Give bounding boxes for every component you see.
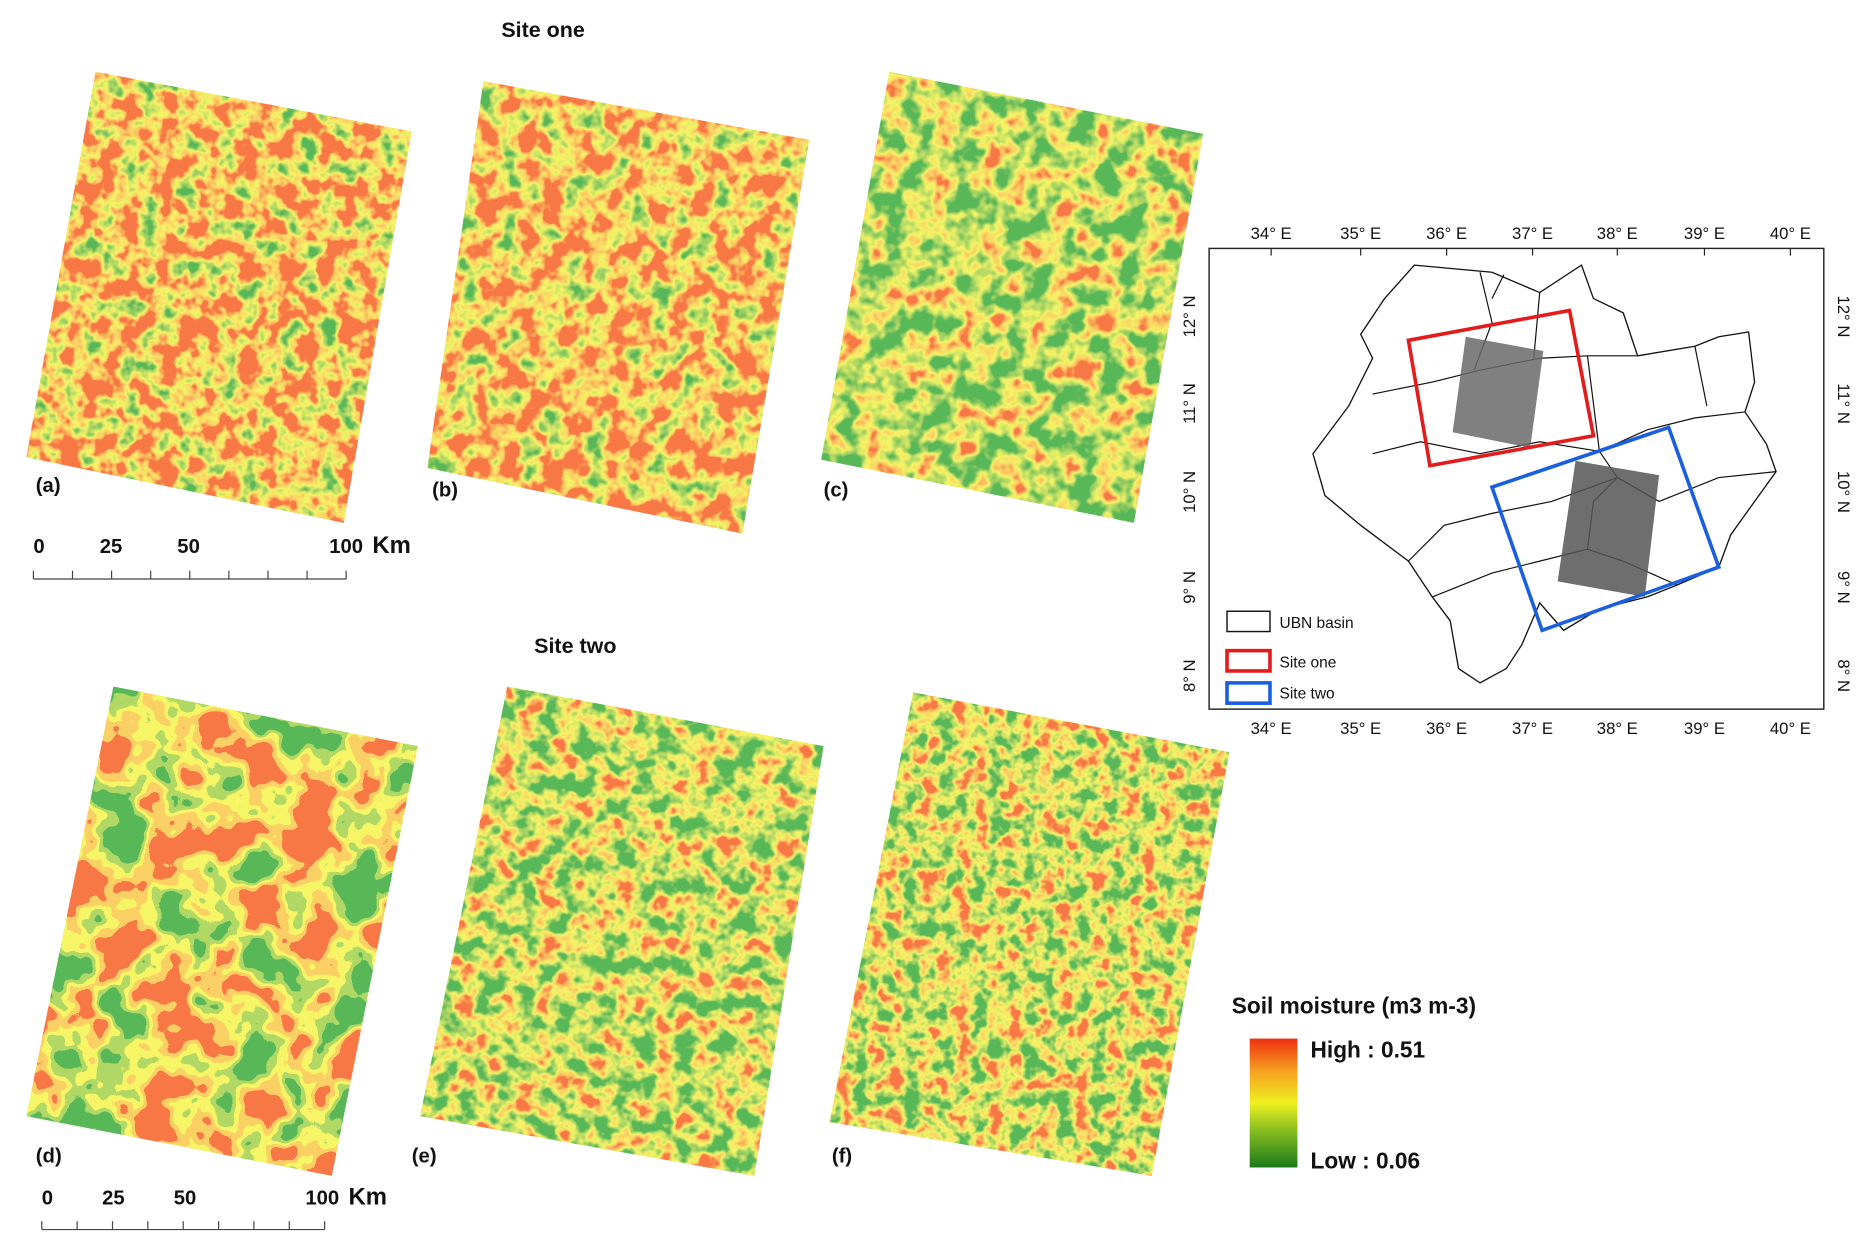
scale-label: 0 — [42, 1187, 53, 1209]
legend-swatch — [1225, 648, 1272, 673]
latitude-label: 12° N — [1834, 295, 1853, 337]
longitude-label: 39° E — [1684, 719, 1725, 738]
longitude-label: 37° E — [1512, 224, 1553, 243]
latitude-label: 12° N — [1180, 295, 1199, 337]
legend-low: Low : 0.06 — [1311, 1148, 1421, 1174]
legend-high: High : 0.51 — [1311, 1037, 1426, 1063]
latitude-label: 11° N — [1834, 383, 1853, 424]
soil-moisture-raster — [26, 686, 418, 1176]
longitude-label: 36° E — [1426, 224, 1467, 243]
site-title: Site one — [501, 18, 585, 42]
color-ramp — [1249, 1038, 1298, 1168]
longitude-label: 40° E — [1770, 224, 1811, 243]
longitude-label: 40° E — [1770, 719, 1811, 738]
scale-label: 100 — [329, 536, 363, 558]
scale-bars: 0 25 50 100 Km 0 25 50 100 Km — [32, 532, 411, 1231]
soil-moisture-raster — [26, 71, 412, 523]
panel-label: (a) — [36, 475, 61, 497]
panel-label: (b) — [432, 480, 458, 502]
graticule-labels: 34° E 34° E 35° E 35° E 36° E 36° E 37° E 37° E… — [1180, 224, 1853, 738]
scale-unit: Km — [372, 532, 410, 559]
longitude-label: 38° E — [1597, 224, 1638, 243]
site-one-box — [1406, 308, 1596, 468]
scale-label: 25 — [102, 1187, 125, 1209]
longitude-label: 38° E — [1597, 719, 1638, 738]
panel-label: (c) — [824, 480, 849, 502]
longitude-label: 35° E — [1340, 224, 1381, 243]
legend-label: Site two — [1280, 685, 1335, 702]
scale-label: 50 — [174, 1187, 197, 1209]
site-image — [1557, 460, 1660, 597]
longitude-label: 35° E — [1340, 719, 1381, 738]
site-image — [1452, 336, 1544, 448]
legend-swatch — [1225, 681, 1272, 705]
longitude-label: 37° E — [1512, 719, 1553, 738]
soil-moisture-raster — [821, 71, 1204, 523]
soil-moisture-raster — [427, 81, 810, 534]
latitude-label: 8° N — [1834, 659, 1853, 692]
latitude-label: 10° N — [1180, 471, 1199, 513]
scale-unit: Km — [349, 1183, 387, 1210]
latitude-label: 10° N — [1834, 471, 1853, 513]
legend-title: Soil moisture (m3 m-3) — [1232, 992, 1476, 1018]
site-two-box — [1489, 425, 1722, 633]
scale-label: 25 — [100, 536, 123, 558]
panel-label: (e) — [412, 1146, 437, 1168]
panel-label: (d) — [36, 1146, 62, 1168]
latitude-label: 9° N — [1180, 571, 1199, 604]
site-title: Site two — [534, 634, 616, 658]
legend-label: UBN basin — [1280, 615, 1354, 632]
soil-moisture-raster — [420, 686, 824, 1176]
location-map: UBN basin Site one Site two 34° E 34° E 35… — [1180, 224, 1853, 738]
longitude-label: 34° E — [1251, 719, 1292, 738]
raster-panels — [26, 71, 1230, 1176]
panel-label: (f) — [832, 1146, 852, 1168]
latitude-label: 11° N — [1180, 383, 1199, 424]
latitude-label: 9° N — [1834, 571, 1853, 604]
longitude-label: 39° E — [1684, 224, 1725, 243]
legend-swatch — [1226, 610, 1271, 633]
longitude-label: 34° E — [1251, 224, 1292, 243]
soil-moisture-raster — [829, 692, 1230, 1176]
latitude-label: 8° N — [1180, 659, 1199, 692]
scale-label: 0 — [33, 536, 44, 558]
scale-label: 100 — [305, 1187, 339, 1209]
longitude-label: 36° E — [1426, 719, 1467, 738]
scale-label: 50 — [177, 536, 200, 558]
legend-label: Site one — [1280, 654, 1337, 671]
